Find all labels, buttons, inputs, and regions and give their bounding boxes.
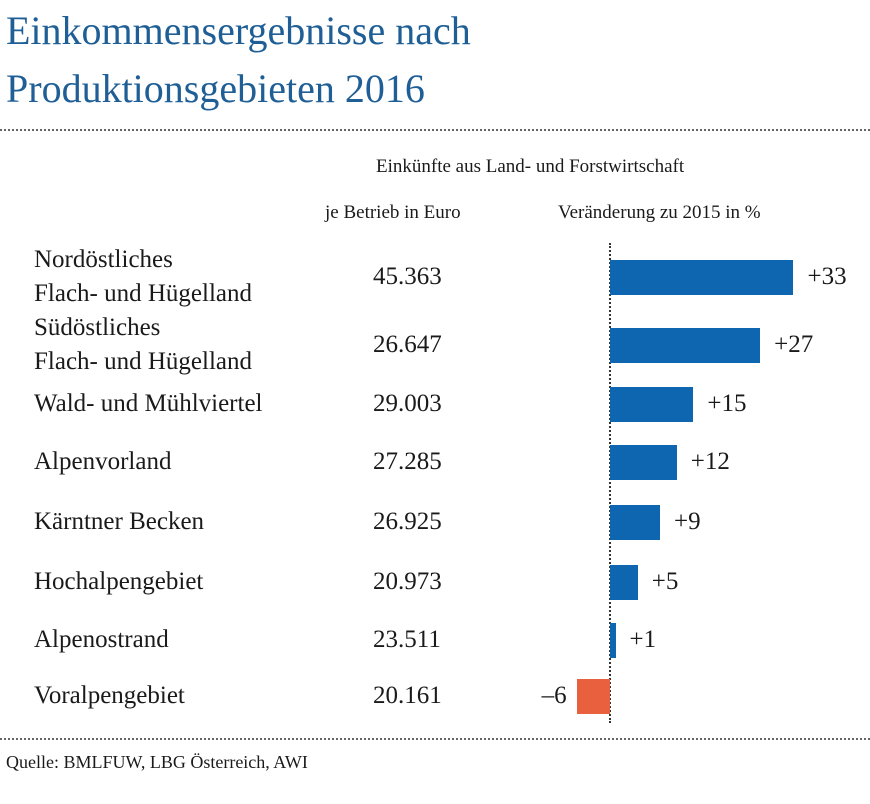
change-bar bbox=[610, 386, 694, 422]
source-note: Quelle: BMLFUW, LBG Österreich, AWI bbox=[6, 752, 308, 772]
row-label-line: Flach- und Hügelland bbox=[34, 348, 253, 375]
row-label: Südöstliches Flach- und Hügelland bbox=[34, 311, 334, 379]
row-label-line: Kärntner Becken bbox=[34, 508, 205, 535]
bottom-separator bbox=[0, 738, 870, 740]
row-label: Nordöstliches Flach- und Hügelland bbox=[34, 243, 334, 311]
row-label: Alpenostrand bbox=[34, 623, 334, 657]
income-value: 20.973 bbox=[373, 568, 442, 595]
chart-title: Einkommensergebnisse nach Produktionsgeb… bbox=[6, 8, 471, 111]
change-bar bbox=[610, 564, 638, 600]
change-bar bbox=[576, 678, 610, 714]
header-income: je Betrieb in Euro bbox=[325, 202, 461, 223]
income-value: 27.285 bbox=[373, 448, 442, 475]
income-value: 45.363 bbox=[373, 263, 442, 290]
header-group: Einkünfte aus Land- und Forstwirtschaft bbox=[376, 156, 685, 177]
change-bar bbox=[610, 444, 677, 480]
row-label-line: Südöstliches bbox=[34, 314, 161, 341]
row-label: Alpenvorland bbox=[34, 445, 334, 479]
change-label: +33 bbox=[807, 263, 847, 290]
change-label: +5 bbox=[651, 568, 679, 595]
zero-line bbox=[609, 243, 611, 723]
row-label: Wald- und Mühlviertel bbox=[34, 387, 334, 421]
change-label: –6 bbox=[541, 682, 567, 709]
row-label-line: Voralpengebiet bbox=[34, 682, 185, 709]
income-value: 29.003 bbox=[373, 390, 442, 417]
row-label: Kärntner Becken bbox=[34, 505, 334, 539]
change-bar bbox=[610, 327, 761, 363]
row-label: Voralpengebiet bbox=[34, 679, 334, 713]
top-separator bbox=[0, 129, 870, 131]
row-label-line: Hochalpengebiet bbox=[34, 568, 204, 595]
income-value: 26.925 bbox=[373, 508, 442, 535]
change-bar bbox=[610, 259, 794, 295]
change-label: +1 bbox=[629, 626, 657, 653]
header-change: Veränderung zu 2015 in % bbox=[558, 202, 761, 223]
change-label: +9 bbox=[674, 508, 701, 535]
row-label-line: Wald- und Mühlviertel bbox=[34, 390, 263, 417]
change-label: +12 bbox=[690, 448, 730, 475]
row-label-line: Flach- und Hügelland bbox=[34, 280, 253, 307]
income-value: 26.647 bbox=[373, 331, 442, 358]
change-label: +27 bbox=[774, 331, 814, 358]
row-label-line: Alpenostrand bbox=[34, 626, 169, 653]
row-label-line: Alpenvorland bbox=[34, 448, 172, 475]
change-bar bbox=[610, 504, 661, 540]
income-value: 20.161 bbox=[373, 682, 442, 709]
change-bar bbox=[610, 622, 616, 658]
row-label-line: Nordöstliches bbox=[34, 246, 173, 273]
change-label: +15 bbox=[707, 390, 747, 417]
income-value: 23.511 bbox=[373, 626, 441, 653]
row-label: Hochalpengebiet bbox=[34, 565, 334, 599]
